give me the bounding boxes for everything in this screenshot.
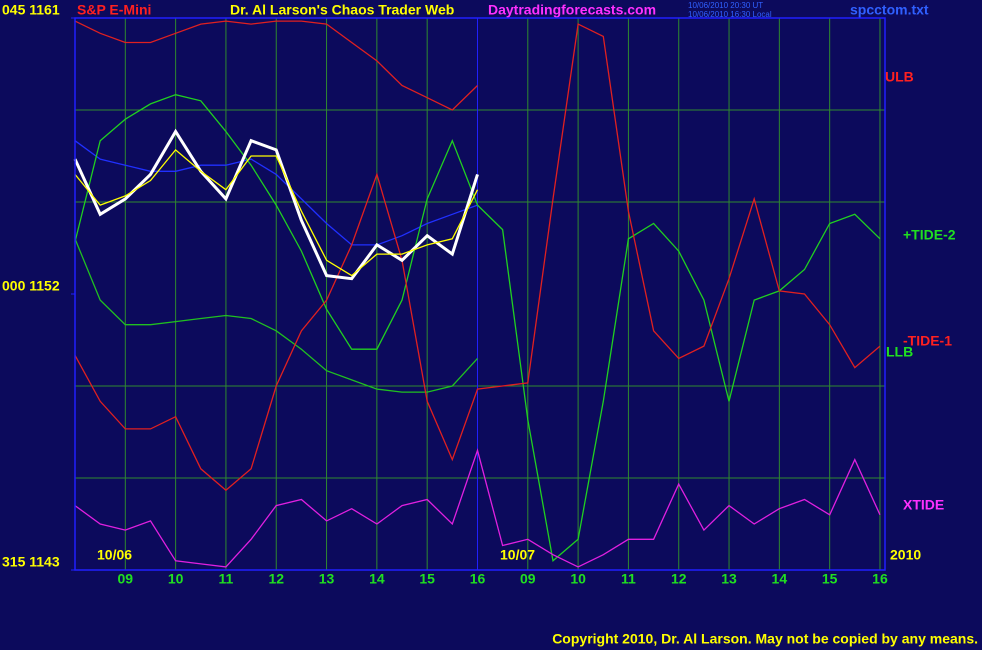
- plot-border: [74, 17, 886, 571]
- series-line: [74, 140, 478, 246]
- x-tick-label: 09: [520, 571, 536, 587]
- legend-label: ULB: [885, 69, 914, 85]
- x-tick-label: 14: [772, 571, 788, 587]
- legend-label: LLB: [886, 344, 913, 360]
- series-line: [74, 23, 881, 492]
- y-tick-label: 000 1152: [2, 278, 60, 294]
- date-label: 10/06: [97, 547, 132, 563]
- x-tick-label: 10: [570, 571, 586, 587]
- instrument: S&P E-Mini: [77, 2, 151, 18]
- x-tick-label: 11: [219, 571, 234, 587]
- timestamp: 10/06/2010 16:30 Local: [688, 10, 772, 19]
- timestamp: 10/06/2010 20:30 UT: [688, 1, 763, 10]
- legend-label: -TIDE-1: [903, 333, 952, 349]
- x-tick-label: 13: [319, 571, 335, 587]
- x-tick-label: 16: [872, 571, 888, 587]
- series-line: [73, 128, 479, 281]
- legend-label: +TIDE-2: [903, 227, 956, 243]
- chart-title: Dr. Al Larson's Chaos Trader Web: [230, 2, 454, 18]
- legend-label: XTIDE: [903, 497, 944, 513]
- x-tick-label: 13: [721, 571, 737, 587]
- x-tick-label: 15: [822, 571, 838, 587]
- x-tick-label: 10: [168, 571, 184, 587]
- date-label: 2010: [890, 547, 921, 563]
- y-tick-label: 315 1143: [2, 554, 60, 570]
- series-line: [74, 448, 881, 568]
- site: Daytradingforecasts.com: [488, 2, 656, 18]
- series-line: [74, 238, 478, 393]
- x-tick-label: 12: [671, 571, 687, 587]
- series-line: [74, 148, 479, 277]
- x-tick-label: 16: [470, 571, 486, 587]
- series-line: [74, 94, 881, 563]
- x-tick-label: 09: [118, 571, 134, 587]
- x-tick-label: 12: [268, 571, 284, 587]
- copyright: Copyright 2010, Dr. Al Larson. May not b…: [552, 631, 978, 647]
- x-tick-label: 14: [369, 571, 385, 587]
- x-tick-label: 15: [419, 571, 435, 587]
- file-name: spcctom.txt: [850, 2, 929, 18]
- y-tick-label: 045 1161: [2, 2, 60, 18]
- date-label: 10/07: [500, 547, 535, 563]
- series-line: [74, 20, 478, 111]
- x-tick-label: 11: [621, 571, 636, 587]
